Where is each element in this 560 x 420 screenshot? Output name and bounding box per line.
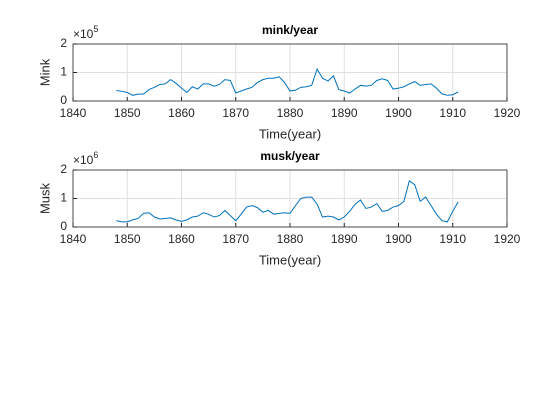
x-tick-label: 1880 — [277, 106, 304, 120]
multiplier-power: 5 — [93, 24, 98, 34]
x-tick-label: 1890 — [331, 106, 358, 120]
axes: 1840 1850 1860 1870 1880 1890 1900 1910 1920 0 1 2 m… — [37, 23, 520, 141]
y-tick-label: 2 — [60, 36, 67, 50]
axes-title: musk/year — [260, 149, 320, 163]
x-tick-label: 1860 — [168, 232, 195, 246]
axes-box — [72, 43, 508, 102]
x-tick-label: 1900 — [385, 232, 412, 246]
x-tick-label: 1920 — [494, 106, 521, 120]
x-tick-label: 1890 — [331, 232, 358, 246]
y-tick-label: 1 — [60, 191, 67, 205]
y-tick-label: 0 — [60, 219, 67, 233]
x-tick-label: 1850 — [114, 232, 141, 246]
x-tick-label: 1840 — [60, 232, 87, 246]
y-tick-label: 1 — [60, 65, 67, 79]
axes-title: mink/year — [262, 23, 318, 37]
x-tick-label: 1910 — [439, 106, 466, 120]
x-tick-label: 1870 — [222, 106, 249, 120]
x-tick-label: 1900 — [385, 106, 412, 120]
multiplier-base: ×10 — [73, 27, 94, 41]
axes: 1840 1850 1860 1870 1880 1890 1900 1910 1920 0 1 2 m… — [37, 149, 520, 267]
x-tick-label: 1880 — [277, 232, 304, 246]
x-axis-label: Time(year) — [259, 252, 321, 267]
y-tick-label: 0 — [60, 93, 67, 107]
x-tick-label: 1840 — [60, 106, 87, 120]
y-axis-label: Musk — [37, 182, 52, 214]
data-line — [116, 179, 459, 223]
x-axis-label: Time(year) — [259, 126, 321, 141]
x-tick-label: 1860 — [168, 106, 195, 120]
multiplier-base: ×10 — [73, 153, 94, 167]
axes-box — [72, 169, 508, 228]
y-axis-label: Mink — [37, 58, 52, 86]
data-line — [116, 67, 459, 96]
x-tick-label: 1920 — [494, 232, 521, 246]
x-tick-label: 1850 — [114, 106, 141, 120]
multiplier-power: 6 — [93, 150, 98, 160]
x-tick-label: 1870 — [222, 232, 249, 246]
x-tick-label: 1910 — [439, 232, 466, 246]
y-tick-label: 2 — [60, 162, 67, 176]
axis-multiplier: ×106 — [73, 150, 98, 167]
axis-multiplier: ×105 — [73, 24, 98, 41]
